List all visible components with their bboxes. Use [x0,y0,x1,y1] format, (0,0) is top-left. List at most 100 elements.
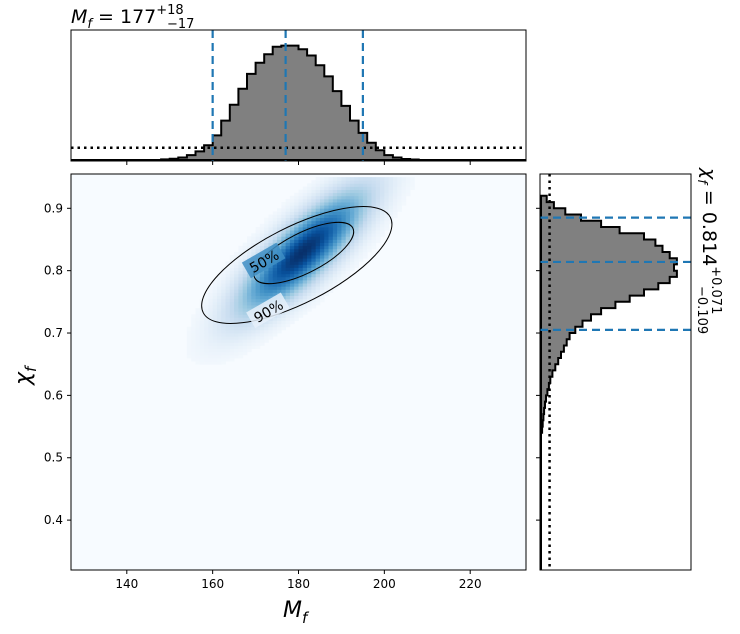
density-cell [302,211,308,215]
density-cell [307,267,312,272]
density-cell [345,208,351,212]
density-cell [341,227,347,231]
density-cell [337,273,342,278]
density-cell [319,267,325,272]
density-cell [362,230,368,234]
density-cell [208,314,214,318]
density-cell [277,217,282,222]
density-cell [259,342,265,346]
density-cell [225,351,231,356]
density-cell [238,280,244,284]
density-cell [264,298,269,303]
density-cell [341,205,347,209]
spin-marginal-frame [539,173,692,571]
spin-title-upper-error: +0.071 [708,266,723,314]
density-cell [350,258,355,262]
density-cell [208,336,214,340]
density-cell [285,301,291,306]
density-cell [212,333,218,337]
density-cell [285,258,291,262]
density-cell [375,230,381,234]
density-cell [392,189,398,194]
density-cell [302,220,308,225]
density-cell [289,195,295,200]
density-cell [238,264,244,268]
density-cell [307,230,312,234]
density-cell [380,177,385,181]
y-axis-label: χf [11,364,40,386]
density-cell [354,208,359,212]
density-cell [208,361,214,365]
density-cell [229,273,235,278]
density-cell [350,198,355,203]
density-cell [221,280,226,284]
density-cell [307,202,312,206]
density-cell [221,357,226,362]
density-cell [354,230,359,234]
density-cell [285,198,291,203]
density-cell [401,198,407,203]
density-cell [384,205,390,209]
density-cell [216,317,222,321]
density-cell [294,311,299,315]
density-cell [221,304,226,309]
density-cell [341,223,347,228]
mass-marginal-panel [70,29,527,165]
density-cell [307,292,312,297]
density-cell [221,298,226,303]
density-cell [311,208,317,212]
density-cell [371,183,377,187]
density-cell [285,245,291,250]
density-cell [238,333,244,337]
density-cell [234,295,239,300]
density-cell [246,236,252,240]
density-cell [212,289,218,293]
density-cell [294,273,299,278]
density-cell [375,211,381,215]
density-cell [238,329,244,334]
density-cell [307,289,312,293]
density-cell [268,292,274,297]
density-cell [307,264,312,268]
density-cell [277,267,282,272]
density-cell [246,289,252,293]
density-cell [186,333,192,337]
y-tick-label: 0.7 [44,326,63,340]
density-cell [401,202,407,206]
density-cell [225,320,231,325]
density-cell [212,351,218,356]
density-cell [345,273,351,278]
density-cell [384,227,390,231]
density-cell [285,286,291,290]
y-axis-ticks: 0.4 0.5 0.6 0.7 0.8 0.9 [44,201,71,527]
density-cell [337,183,342,187]
density-cell [302,286,308,290]
density-cell [328,198,334,203]
density-cell [319,183,325,187]
density-cell [324,255,329,259]
density-cell [251,245,256,250]
density-cell [315,301,321,306]
density-cell [380,214,385,219]
density-cell [302,258,308,262]
density-cell [324,258,329,262]
density-cell [315,211,321,215]
density-cell [315,192,321,197]
density-cell [298,264,304,268]
density-cell [337,223,342,228]
density-cell [221,317,226,321]
density-cell [234,354,239,359]
density-cell [272,270,278,275]
density-cell [298,236,304,240]
density-cell [285,233,291,237]
density-cell [216,345,222,350]
density-cell [367,230,372,234]
density-cell [354,245,359,250]
density-cell [251,304,256,309]
density-cell [311,292,317,297]
density-cell [298,227,304,231]
density-cell [255,292,261,297]
mass-title-sub: f [87,17,94,32]
density-cell [358,236,364,240]
